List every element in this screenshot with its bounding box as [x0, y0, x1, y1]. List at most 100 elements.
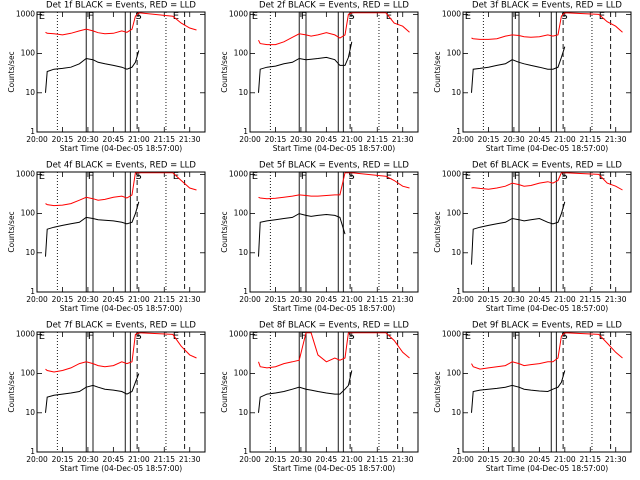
event-label: F [301, 11, 307, 22]
panel-title: Det 8f BLACK = Events, RED = LLD [259, 321, 409, 331]
y-tick-label: 100 [234, 209, 249, 218]
y-tick-label: 100 [21, 49, 36, 58]
x-tick-label: 20:00 [26, 295, 48, 304]
event-label: F [514, 11, 520, 22]
series-line [258, 332, 410, 369]
y-tick-label: 100 [234, 49, 249, 58]
y-tick-label: 100 [447, 369, 462, 378]
panel-title: Det 2f BLACK = Events, RED = LLD [259, 1, 409, 11]
x-tick-label: 21:15 [153, 455, 175, 464]
x-axis-label: Start Time (04-Dec-05 18:57:00) [60, 464, 182, 473]
x-tick-label: 20:15 [265, 295, 287, 304]
series-line [471, 172, 623, 191]
y-tick-label: 1 [456, 127, 461, 136]
x-tick-label: 21:15 [153, 295, 175, 304]
x-tick-label: 20:00 [239, 135, 261, 144]
series-line [471, 201, 566, 265]
series-line [45, 12, 197, 36]
x-tick-label: 20:00 [239, 295, 261, 304]
series-line [45, 172, 197, 207]
y-tick-label: 10 [451, 88, 461, 97]
event-label: E [465, 331, 471, 342]
x-tick-label: 21:30 [392, 295, 414, 304]
x-tick-label: 20:15 [478, 135, 500, 144]
y-tick-label: 1 [243, 287, 248, 296]
x-tick-label: 20:15 [52, 135, 74, 144]
y-axis-label: Counts/sec [220, 371, 229, 412]
y-tick-label: 1000 [229, 9, 248, 18]
y-tick-label: 100 [234, 369, 249, 378]
series-line [258, 370, 353, 413]
y-axis-label: Counts/sec [220, 211, 229, 252]
x-tick-label: 21:00 [554, 135, 576, 144]
x-tick-label: 20:15 [265, 455, 287, 464]
x-tick-label: 20:30 [290, 295, 312, 304]
x-tick-label: 20:00 [239, 455, 261, 464]
event-label: S [561, 171, 567, 182]
y-axis-label: Counts/sec [7, 211, 16, 252]
y-tick-label: 1000 [16, 169, 35, 178]
y-axis-label: Counts/sec [433, 371, 442, 412]
x-tick-label: 20:45 [529, 295, 551, 304]
y-axis-label: Counts/sec [433, 211, 442, 252]
x-tick-label: 20:30 [503, 135, 525, 144]
event-label: S [561, 331, 567, 342]
y-axis-label: Counts/sec [7, 371, 16, 412]
series-line [471, 12, 623, 40]
y-tick-label: 1000 [16, 329, 35, 338]
x-tick-label: 20:45 [529, 455, 551, 464]
event-label: E [39, 11, 45, 22]
y-axis-label: Counts/sec [7, 51, 16, 92]
plot-frame [36, 171, 206, 293]
x-tick-label: 20:45 [529, 135, 551, 144]
x-axis-label: Start Time (04-Dec-05 18:57:00) [273, 144, 395, 153]
y-tick-label: 100 [21, 369, 36, 378]
series-line [258, 41, 353, 93]
x-axis-label: Start Time (04-Dec-05 18:57:00) [273, 304, 395, 313]
event-label: E [386, 171, 392, 182]
y-tick-label: 1000 [442, 329, 461, 338]
plot-frame [36, 11, 206, 133]
y-tick-label: 1000 [16, 9, 35, 18]
plot-frame [462, 11, 632, 133]
event-label: E [39, 171, 45, 182]
x-tick-label: 20:15 [52, 295, 74, 304]
series-line [471, 46, 566, 93]
y-tick-label: 1000 [442, 9, 461, 18]
plot-frame [249, 171, 419, 293]
y-tick-label: 1 [243, 447, 248, 456]
plot-frame [249, 331, 419, 453]
panel-title: Det 4f BLACK = Events, RED = LLD [46, 161, 196, 171]
y-axis-label: Counts/sec [433, 51, 442, 92]
panel-title: Det 1f BLACK = Events, RED = LLD [46, 1, 196, 11]
x-tick-label: 20:30 [290, 455, 312, 464]
event-label: E [465, 11, 471, 22]
x-tick-label: 21:00 [341, 455, 363, 464]
x-tick-label: 20:45 [316, 455, 338, 464]
y-tick-label: 10 [25, 248, 35, 257]
y-tick-label: 100 [447, 49, 462, 58]
series-line [45, 332, 197, 373]
x-tick-label: 20:45 [103, 295, 125, 304]
event-label: F [514, 171, 520, 182]
x-tick-label: 20:00 [26, 455, 48, 464]
y-tick-label: 10 [25, 408, 35, 417]
x-tick-label: 20:15 [52, 455, 74, 464]
plot-frame [36, 331, 206, 453]
x-tick-label: 21:00 [128, 135, 150, 144]
event-label: E [252, 11, 258, 22]
event-label: E [173, 171, 179, 182]
event-label: S [135, 171, 141, 182]
x-tick-label: 21:30 [605, 295, 627, 304]
x-tick-label: 21:30 [179, 455, 201, 464]
x-tick-label: 21:00 [128, 295, 150, 304]
series-line [258, 213, 346, 257]
event-label: S [348, 171, 354, 182]
x-tick-label: 20:15 [478, 455, 500, 464]
plot-frame [462, 331, 632, 453]
event-label: E [599, 331, 605, 342]
x-tick-label: 21:15 [579, 135, 601, 144]
y-tick-label: 10 [238, 408, 248, 417]
event-label: S [135, 11, 141, 22]
event-label: S [348, 11, 354, 22]
